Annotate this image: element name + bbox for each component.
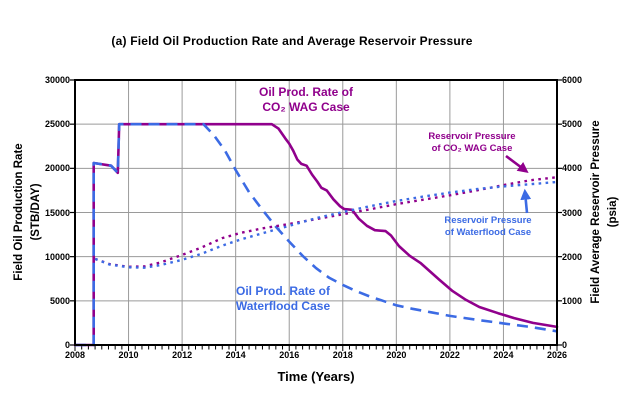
- y-right-tick-2000: 2000: [562, 251, 583, 262]
- x-tick-2018: 2018: [332, 350, 353, 360]
- series-line-1: [75, 122, 558, 347]
- annotation-co2-oil-rate-line2: CO₂ WAG Case: [262, 100, 350, 114]
- x-tick-2010: 2010: [118, 350, 139, 360]
- y-left-tick-5000: 5000: [49, 295, 70, 306]
- y-left-tick-20000: 20000: [44, 163, 70, 174]
- x-tick-2012: 2012: [172, 350, 193, 360]
- annotation-waterflood-pressure-line2: of Waterflood Case: [444, 227, 532, 238]
- annotation-co2-pressure-line1: Reservoir Pressure: [428, 131, 516, 142]
- series-line-2: [94, 176, 558, 268]
- annotation-waterflood-oil-rate: Oil Prod. Rate of Waterflood Case: [203, 284, 363, 314]
- y-left-tick-30000: 30000: [44, 75, 70, 85]
- annotation-waterflood-oil-rate-line1: Oil Prod. Rate of: [235, 284, 330, 298]
- plot-border: [74, 79, 558, 346]
- arrow-to-co2-pressure-line: [505, 154, 529, 173]
- arrow-to-waterflood-pressure-line: [520, 188, 532, 214]
- y-left-tick-0: 0: [64, 340, 70, 350]
- y-right-tick-4000: 4000: [562, 163, 583, 174]
- series-line-0: [73, 122, 559, 347]
- annotation-waterflood-pressure: Reservoir Pressure of Waterflood Case: [427, 215, 549, 239]
- y-right-tick-1000: 1000: [562, 295, 583, 306]
- x-tick-2022: 2022: [439, 350, 460, 360]
- x-tick-2024: 2024: [493, 350, 514, 360]
- y-left-tick-25000: 25000: [44, 119, 70, 130]
- y-left-tick-10000: 10000: [44, 251, 70, 262]
- annotation-co2-oil-rate: Oil Prod. Rate of CO₂ WAG Case: [226, 85, 386, 115]
- y-axis-right-title-line2: (psia): [607, 196, 619, 228]
- annotation-co2-pressure-line2: of CO₂ WAG Case: [431, 143, 513, 154]
- annotation-waterflood-oil-rate-line2: Waterflood Case: [235, 299, 331, 313]
- x-axis-title: Time (Years): [277, 369, 355, 384]
- x-tick-2014: 2014: [225, 350, 246, 360]
- y-left-tick-15000: 15000: [44, 207, 70, 218]
- annotation-waterflood-pressure-line1: Reservoir Pressure: [444, 215, 532, 226]
- annotation-co2-pressure: Reservoir Pressure of CO₂ WAG Case: [412, 131, 532, 155]
- annotation-co2-oil-rate-line1: Oil Prod. Rate of: [258, 85, 353, 99]
- y-right-tick-5000: 5000: [562, 119, 583, 130]
- chart-title: (a) Field Oil Production Rate and Averag…: [111, 34, 473, 48]
- x-tick-2016: 2016: [279, 350, 300, 360]
- x-tick-2020: 2020: [386, 350, 407, 360]
- y-right-tick-3000: 3000: [562, 207, 583, 218]
- y-right-tick-0: 0: [562, 340, 568, 350]
- series-line-3: [94, 180, 558, 269]
- x-tick-2026: 2026: [546, 350, 568, 360]
- x-minor-ticks: [74, 346, 558, 351]
- y-axis-left-title-line1: Field Oil Production Rate: [13, 143, 25, 281]
- y-right-tick-6000: 6000: [562, 75, 583, 85]
- x-tick-2008: 2008: [64, 350, 86, 360]
